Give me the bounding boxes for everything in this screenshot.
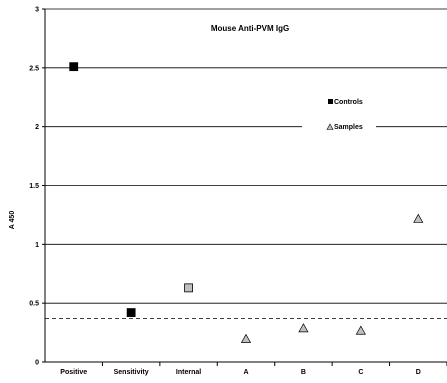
data-point-square (69, 62, 79, 72)
data-points (69, 62, 424, 343)
y-tick-label: 1 (35, 242, 39, 249)
x-tick-label: C (358, 369, 363, 376)
axes (44, 9, 447, 363)
x-tick-label: Positive (60, 369, 87, 376)
legend: Controls Samples (302, 99, 376, 135)
data-point-square (126, 308, 136, 317)
data-point-square (184, 283, 193, 293)
x-tick-label: D (416, 369, 421, 376)
data-point-triangle (355, 325, 366, 335)
chart-title: Mouse Anti-PVM IgG (211, 24, 289, 33)
data-point-triangle (298, 323, 309, 333)
y-tick-label: 0.5 (29, 301, 39, 308)
gridlines (42, 8, 447, 366)
legend-samples-label: Samples (334, 124, 363, 131)
x-tick-label: A (243, 369, 248, 376)
legend-controls-marker (328, 99, 333, 104)
data-point-triangle (240, 333, 252, 343)
x-tick-label: B (301, 369, 306, 376)
x-tick-label: Internal (176, 369, 201, 376)
y-tick-label: 0 (35, 360, 39, 367)
legend-background (302, 118, 376, 135)
legend-controls-label: Controls (334, 99, 363, 106)
y-tick-label: 2.5 (29, 65, 39, 72)
x-tick-label: Sensitivity (114, 369, 149, 376)
y-tick-label: 3 (35, 7, 39, 14)
y-tick-labels: 0 0.5 1 1.5 2 2.5 3 (29, 7, 39, 367)
x-tick-labels: Positive Sensitivity Internal A B C D (60, 369, 421, 376)
y-axis-title: A 450 (9, 211, 16, 230)
legend-samples-marker (326, 123, 334, 130)
y-tick-label: 1.5 (29, 183, 39, 190)
data-point-triangle (413, 213, 424, 223)
y-tick-label: 2 (35, 124, 39, 131)
